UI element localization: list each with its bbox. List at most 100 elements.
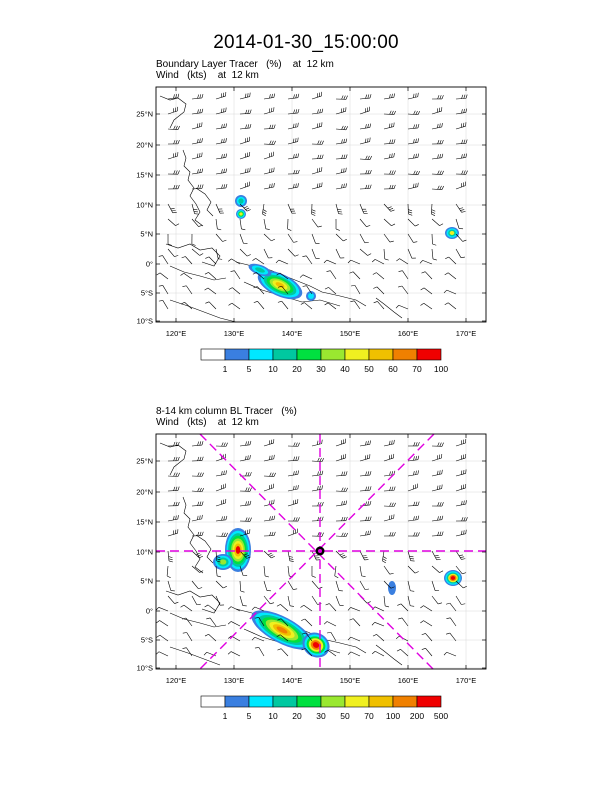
wind-barb-shaft [359,534,370,537]
wind-barb-flag [420,303,424,306]
wind-barb-flag [318,586,323,589]
panel2-tracer-field [213,528,462,658]
wind-barb-shaft [455,233,463,242]
wind-barb-flag [245,487,248,492]
wind-barb-flag [221,138,223,143]
wind-barb [445,602,457,612]
wind-barb [359,580,370,590]
wind-barb-flag [262,209,267,212]
wind-barb [311,154,324,160]
panel1-line2-level: at 12 km [217,70,259,81]
wind-barb-flag [201,501,204,506]
wind-barb-flag [180,302,185,305]
wind-barb-shaft [407,141,418,145]
wind-barb [445,256,457,265]
wind-barb-flag [415,442,418,447]
wind-barb [455,500,467,507]
wind-barb [239,109,252,115]
wind-barb-flag [391,502,394,507]
wind-barb [311,203,316,216]
wind-barb-shaft [191,172,202,175]
wind-barb [167,529,179,537]
wind-barb-flag [223,153,225,158]
wind-barb-shaft [215,157,226,160]
wind-barb-flag [173,140,176,145]
wind-barb-flag [415,532,418,537]
wind-barb [263,218,270,230]
wind-barb-flag [225,153,228,158]
wind-barb-flag [343,238,347,242]
wind-barb [191,531,204,537]
wind-barb-flag [293,109,295,114]
wind-barb-shaft [311,170,322,175]
wind-barb-flag [413,124,415,129]
wind-barb [263,483,274,492]
wind-barb-shaft [455,112,466,115]
wind-barb [347,636,361,642]
wind-barb-flag [199,501,202,506]
wind-barb-flag [221,184,223,189]
wind-barb [443,289,457,295]
tracer-blob-philippines-south-level [239,212,243,216]
wind-barb-flag [173,94,175,99]
wind-barb-shaft [359,97,370,100]
wind-barb-shaft [254,637,265,642]
wind-barb-shaft [335,504,346,507]
wind-barb [383,122,395,130]
wind-barb-flag [175,456,178,461]
wind-barb-shaft [234,270,241,280]
tracer-blob-new-guinea [251,610,313,650]
wind-barb-flag [221,154,223,159]
wind-barb-flag [295,470,297,475]
wind-barb [215,248,223,260]
wind-barb [263,565,269,578]
wind-barb-shaft [455,473,466,477]
wind-barb-flag [463,530,465,535]
wind-barb-shaft [446,289,457,295]
wind-barb-flag [223,168,225,173]
lat-tick-label: 15°N [136,518,153,527]
wind-barb-flag [227,621,232,625]
wind-barb-shaft [335,550,344,559]
wind-barb-flag [175,501,178,506]
wind-barb-flag [158,300,163,302]
wind-barb-shaft [383,203,391,212]
wind-barb-shaft [263,186,274,190]
wind-barb-flag [175,486,178,491]
wind-barb-flag [341,139,343,144]
wind-barb [455,517,468,522]
wind-barb-flag [223,470,225,475]
wind-barb-flag [199,253,204,256]
wind-barb [167,486,180,492]
wind-barb [167,203,177,214]
wind-barb [287,550,294,562]
wind-barb-flag [415,470,417,475]
wind-barb-flag [289,558,294,560]
wind-barb-shaft [191,218,199,227]
wind-barb-flag [463,500,465,505]
wind-barb-flag [395,305,399,309]
wind-barb-flag [465,94,468,99]
wind-barb-shaft [191,565,200,573]
wind-barb-shaft [239,580,241,591]
wind-barb-flag [343,154,346,159]
wind-barb-shaft [167,155,178,160]
wind-barb-flag [439,442,442,447]
wind-barb-flag [390,586,395,589]
wind-barb-flag [393,152,395,157]
colorbar-label: 1 [223,364,228,374]
wind-barb [262,203,267,217]
wind-barb-flag [441,531,444,536]
wind-barb-flag [339,553,344,556]
wind-barb-flag [461,517,464,522]
wind-barb-flag [301,618,305,621]
wind-barb-shaft [311,580,319,589]
wind-barb-flag [269,554,274,557]
tracer-blob-pacific [445,227,459,239]
wind-barb-shaft [239,248,248,257]
wind-barb-shaft [162,300,169,310]
wind-barb-shaft [334,565,337,576]
wind-barb-flag [201,184,204,189]
wind-barb-shaft [257,286,265,295]
wind-barb-flag [415,138,417,143]
